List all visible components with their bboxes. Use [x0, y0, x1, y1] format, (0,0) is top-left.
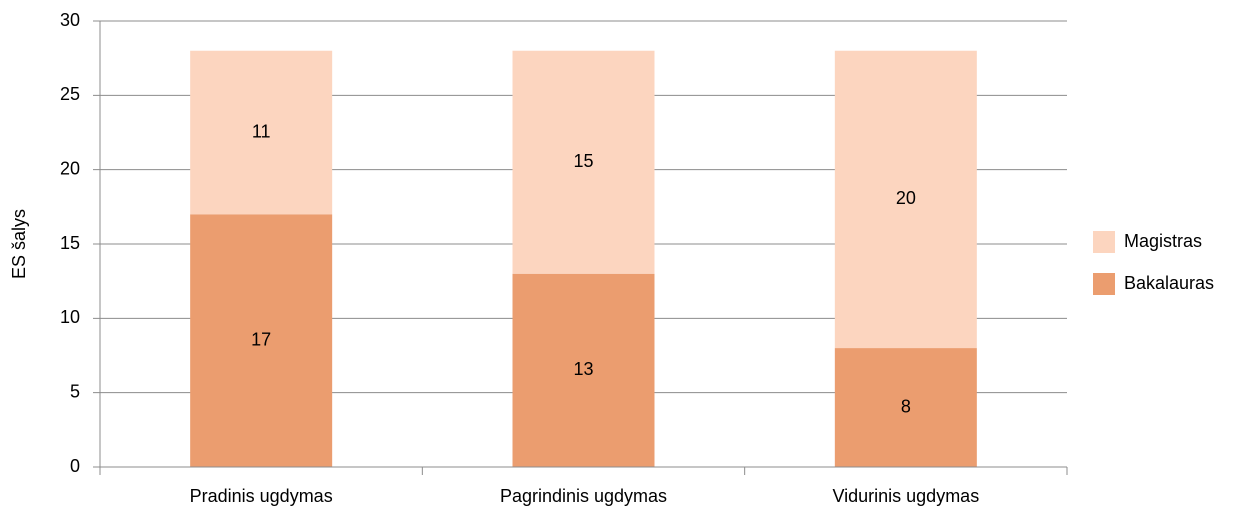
legend-label: Bakalauras	[1124, 273, 1214, 293]
y-tick-label: 10	[60, 307, 80, 327]
y-tick-label: 0	[70, 456, 80, 476]
y-tick-label: 25	[60, 84, 80, 104]
bar-segment	[512, 273, 655, 467]
bar-segment	[834, 50, 977, 349]
bar-segment	[190, 214, 333, 467]
data-label: 17	[251, 329, 271, 349]
bar-segment	[512, 50, 655, 274]
x-tick-label: Vidurinis ugdymas	[832, 486, 979, 506]
y-tick-label: 20	[60, 158, 80, 178]
data-label: 8	[901, 396, 911, 416]
legend-swatch	[1093, 273, 1115, 295]
legend-swatch	[1093, 231, 1115, 253]
data-label: 20	[896, 188, 916, 208]
legend-label: Magistras	[1124, 231, 1202, 251]
data-label: 13	[573, 359, 593, 379]
bar-segment	[190, 50, 333, 215]
y-tick-label: 5	[70, 381, 80, 401]
data-label: 11	[252, 121, 271, 141]
y-tick-label: 30	[60, 10, 80, 30]
data-label: 15	[573, 151, 593, 171]
y-axis-label: ES šalys	[9, 209, 29, 279]
bar-segment	[834, 348, 977, 467]
x-tick-label: Pradinis ugdymas	[190, 486, 333, 506]
x-tick-label: Pagrindinis ugdymas	[500, 486, 667, 506]
y-tick-label: 15	[60, 233, 80, 253]
